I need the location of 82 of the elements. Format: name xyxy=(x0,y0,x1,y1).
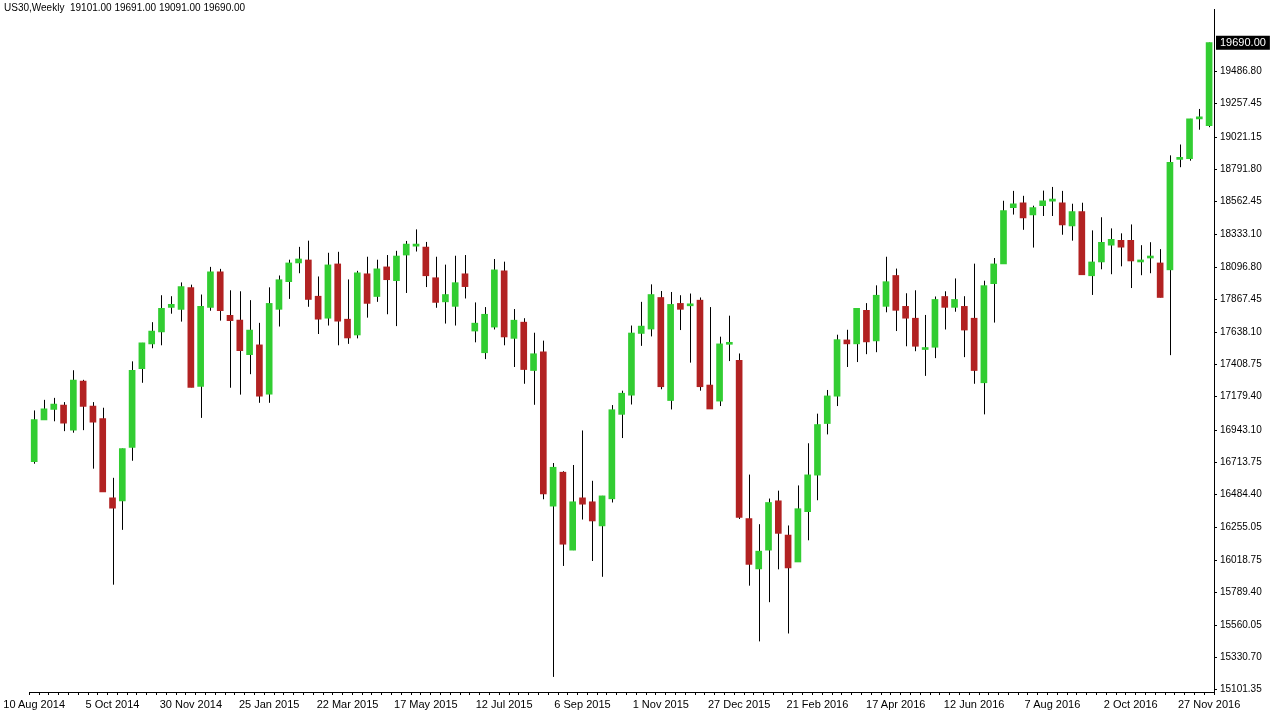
x-tick-label: 2 Oct 2016 xyxy=(1103,697,1158,710)
y-tick-label: 16713.75 xyxy=(1220,456,1263,468)
y-tick-label: 19486.80 xyxy=(1220,65,1263,77)
candlestick xyxy=(677,294,684,331)
candlestick xyxy=(285,259,293,300)
candlestick xyxy=(402,240,410,294)
y-tick-label: 18562.45 xyxy=(1220,195,1263,207)
candlestick xyxy=(177,281,185,323)
y-tick-label: 18096.80 xyxy=(1220,261,1263,273)
candlestick xyxy=(383,254,390,315)
candlestick xyxy=(951,277,958,313)
y-tick-label: 15789.40 xyxy=(1220,586,1263,598)
candlestick xyxy=(1049,186,1056,217)
y-tick-label: 17638.10 xyxy=(1220,325,1263,337)
candlestick xyxy=(1029,205,1037,249)
candlestick xyxy=(990,257,998,324)
candlestick xyxy=(60,401,67,432)
candlestick xyxy=(50,397,58,422)
x-tick-label: 17 Apr 2016 xyxy=(866,697,926,710)
candlestick xyxy=(461,254,469,299)
x-tick-label: 12 Jun 2016 xyxy=(943,697,1005,710)
y-tick-label: 15101.35 xyxy=(1220,683,1263,695)
candlestick xyxy=(1019,195,1027,231)
x-tick-label: 21 Feb 2016 xyxy=(786,697,849,710)
candlestick xyxy=(295,246,302,274)
candlestick xyxy=(902,292,909,347)
candlestick xyxy=(109,477,116,586)
candlestick xyxy=(726,315,733,362)
y-tick-label: 18791.80 xyxy=(1220,163,1263,175)
candlestick xyxy=(1068,203,1076,242)
x-tick-label: 25 Jan 2015 xyxy=(238,697,300,710)
x-tick-label: 27 Nov 2016 xyxy=(1177,697,1241,710)
candlestick xyxy=(40,399,48,421)
candlestick xyxy=(314,275,322,335)
candlestick xyxy=(226,289,234,389)
x-tick-label: 5 Oct 2014 xyxy=(85,697,140,710)
chart-title: US30,Weekly 19101.00 19691.00 19091.00 19690.00 xyxy=(4,2,246,13)
candlestick xyxy=(1107,227,1115,275)
x-tick-label: 27 Dec 2015 xyxy=(707,697,771,710)
y-tick-label: 17179.40 xyxy=(1220,390,1263,402)
x-tick-label: 10 Aug 2014 xyxy=(3,697,66,710)
y-tick-label: 16255.05 xyxy=(1220,520,1263,532)
candlestick xyxy=(755,523,763,642)
candlestick xyxy=(637,301,645,347)
y-tick-label: 18333.10 xyxy=(1220,227,1263,239)
y-tick-label: 19021.15 xyxy=(1220,130,1263,142)
candlestick xyxy=(344,278,351,345)
x-tick-label: 1 Nov 2015 xyxy=(632,697,689,710)
x-tick-label: 30 Nov 2014 xyxy=(159,697,223,710)
y-tick-label: 17408.75 xyxy=(1220,358,1263,370)
candlestick xyxy=(442,264,449,325)
y-tick-label: 17867.45 xyxy=(1220,293,1263,305)
y-tick-label: 15560.05 xyxy=(1220,618,1263,630)
candlestick xyxy=(579,429,586,521)
x-tick-label: 7 Aug 2016 xyxy=(1024,697,1081,710)
y-tick-label: 16943.10 xyxy=(1220,423,1263,435)
candlestick xyxy=(921,314,929,377)
candlestick xyxy=(510,308,518,368)
x-tick-label: 22 Mar 2015 xyxy=(316,697,379,710)
candlestick xyxy=(471,301,479,343)
candlestick xyxy=(588,480,596,562)
candlestick xyxy=(1176,144,1184,168)
y-tick-label: 19257.45 xyxy=(1220,97,1263,109)
candlestick xyxy=(686,293,694,364)
text: 19690.00 xyxy=(1220,35,1266,48)
x-tick-label: 12 Jul 2015 xyxy=(475,697,533,710)
candlestick xyxy=(89,401,97,470)
candlestick xyxy=(1058,190,1066,236)
y-tick-label: 16018.75 xyxy=(1220,554,1263,566)
y-tick-label: 16484.40 xyxy=(1220,488,1263,500)
candlestick xyxy=(1098,216,1105,270)
x-tick-label: 6 Sep 2015 xyxy=(554,697,611,710)
candlestick xyxy=(1039,190,1046,217)
x-tick-label: 17 May 2015 xyxy=(394,697,458,710)
candlestick xyxy=(530,332,537,406)
candlestick xyxy=(618,390,625,439)
y-tick-label: 15330.70 xyxy=(1220,651,1263,663)
candlestick xyxy=(941,290,949,330)
candlestick xyxy=(1009,190,1017,216)
candlestick xyxy=(148,321,156,349)
candlestick xyxy=(1088,229,1095,296)
candlestick xyxy=(1127,223,1135,289)
